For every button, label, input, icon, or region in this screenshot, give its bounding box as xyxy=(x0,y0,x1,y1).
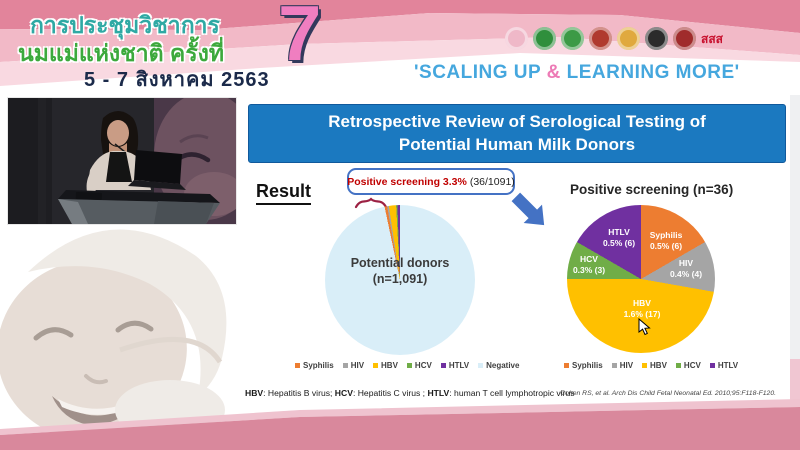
conference-title-line2: นมแม่แห่งชาติ ครั้งที่ xyxy=(18,40,225,66)
callout-brace-icon xyxy=(354,197,388,209)
legend-item-hbv: HBV xyxy=(642,361,667,370)
conference-dates: 5 - 7 สิงหาคม 2563 xyxy=(84,69,270,91)
left-pie-title: Potential donors xyxy=(350,255,450,270)
arrow-right-down-icon xyxy=(511,192,545,226)
negative-swatch-icon xyxy=(478,363,484,368)
left-pie-subtitle: (n=1,091) xyxy=(372,272,428,286)
slice-label-hcv: HCV 0.3% (3) xyxy=(572,253,606,275)
university-emblem-logo-icon xyxy=(589,27,612,50)
right-pie-legend: Syphilis HIV HBV HCV HTLV xyxy=(564,361,738,370)
mouse-cursor-icon xyxy=(638,318,651,336)
syphilis-swatch-icon xyxy=(564,363,569,368)
left-pie-center-label: Potential donors (n=1,091) xyxy=(351,255,450,288)
hbv-swatch-icon xyxy=(642,363,648,368)
hiv-swatch-icon xyxy=(342,363,348,368)
slide-title-line1: Retrospective Review of Serological Test… xyxy=(328,111,706,131)
potential-donors-pie-chart: Potential donors (n=1,091) xyxy=(325,205,475,355)
legend-item-hcv: HCV xyxy=(675,361,701,370)
right-pie-title: Positive screening (n=36) xyxy=(570,182,734,197)
syphilis-swatch-icon xyxy=(295,363,300,368)
breastfeeding-foundation-logo-icon xyxy=(505,27,528,50)
slide-title: Retrospective Review of Serological Test… xyxy=(248,104,786,163)
presentation-slide: Retrospective Review of Serological Test… xyxy=(237,95,790,403)
conference-banner: การประชุมวิชาการ นมแม่แห่งชาติ ครั้งที่ … xyxy=(0,0,800,96)
pediatric-society-logo-icon xyxy=(645,27,668,50)
abbreviation-footnote: HBV: Hepatitis B virus; HCV: Hepatitis C… xyxy=(245,388,575,398)
legend-item-syphilis: Syphilis xyxy=(564,361,603,370)
slice-label-hbv: HBV 1.6% (17) xyxy=(623,297,661,319)
slice-label-syphilis: Syphilis 0.5% (6) xyxy=(649,229,683,251)
reference-citation: Cohen RS, et al. Arch Dis Child Fetal Ne… xyxy=(560,390,776,397)
callout-highlight: Positive screening 3.3% xyxy=(347,175,467,188)
right-edge-strip xyxy=(789,95,800,359)
royal-college-logo-icon xyxy=(617,27,640,50)
health-department-logo-icon xyxy=(533,27,556,50)
slide-title-line2: Potential Human Milk Donors xyxy=(398,134,636,154)
hbv-swatch-icon xyxy=(373,363,379,368)
positive-screening-callout: Positive screening 3.3% (36/1091) xyxy=(347,168,515,195)
speaker-video-feed xyxy=(7,92,258,225)
conference-title-line1: การประชุมวิชาการ xyxy=(30,12,220,38)
htlv-swatch-icon xyxy=(709,363,715,368)
right-edge-pink-strip xyxy=(789,359,800,407)
legend-item-htlv: HTLV xyxy=(709,361,738,370)
thaihealth-logo-icon: สสส xyxy=(701,31,723,46)
hiv-swatch-icon xyxy=(611,363,617,368)
public-health-ministry-logo-icon xyxy=(561,27,584,50)
hcv-swatch-icon xyxy=(675,363,681,368)
legend-item-hcv: HCV xyxy=(406,361,432,370)
speaker-video-scene xyxy=(8,92,258,224)
legend-item-htlv: HTLV xyxy=(440,361,469,370)
left-pie-legend: Syphilis HIV HBV HCV HTLV Negative xyxy=(295,361,519,370)
legend-item-syphilis: Syphilis xyxy=(295,361,334,370)
result-heading: Result xyxy=(256,181,312,205)
edition-number: 7 xyxy=(278,0,322,77)
slice-label-htlv: HTLV 0.5% (6) xyxy=(602,226,636,248)
slogan-close: LEARNING MORE' xyxy=(560,62,740,83)
legend-item-hiv: HIV xyxy=(342,361,364,370)
callout-detail: (36/1091) xyxy=(469,175,515,188)
slogan-ampersand: & xyxy=(546,62,561,83)
legend-item-hbv: HBV xyxy=(373,361,398,370)
htlv-swatch-icon xyxy=(440,363,446,368)
slogan-open: 'SCALING UP xyxy=(414,62,547,83)
bottom-pink-ribbon xyxy=(0,395,800,450)
medical-council-logo-icon xyxy=(673,27,696,50)
hcv-swatch-icon xyxy=(406,363,412,368)
sponsor-logo-row: สสส xyxy=(505,27,723,50)
legend-item-hiv: HIV xyxy=(611,361,633,370)
slice-label-hiv: HIV 0.4% (4) xyxy=(669,257,703,279)
conference-slogan: 'SCALING UP & LEARNING MORE' xyxy=(414,62,740,84)
legend-item-negative: Negative xyxy=(478,361,519,370)
